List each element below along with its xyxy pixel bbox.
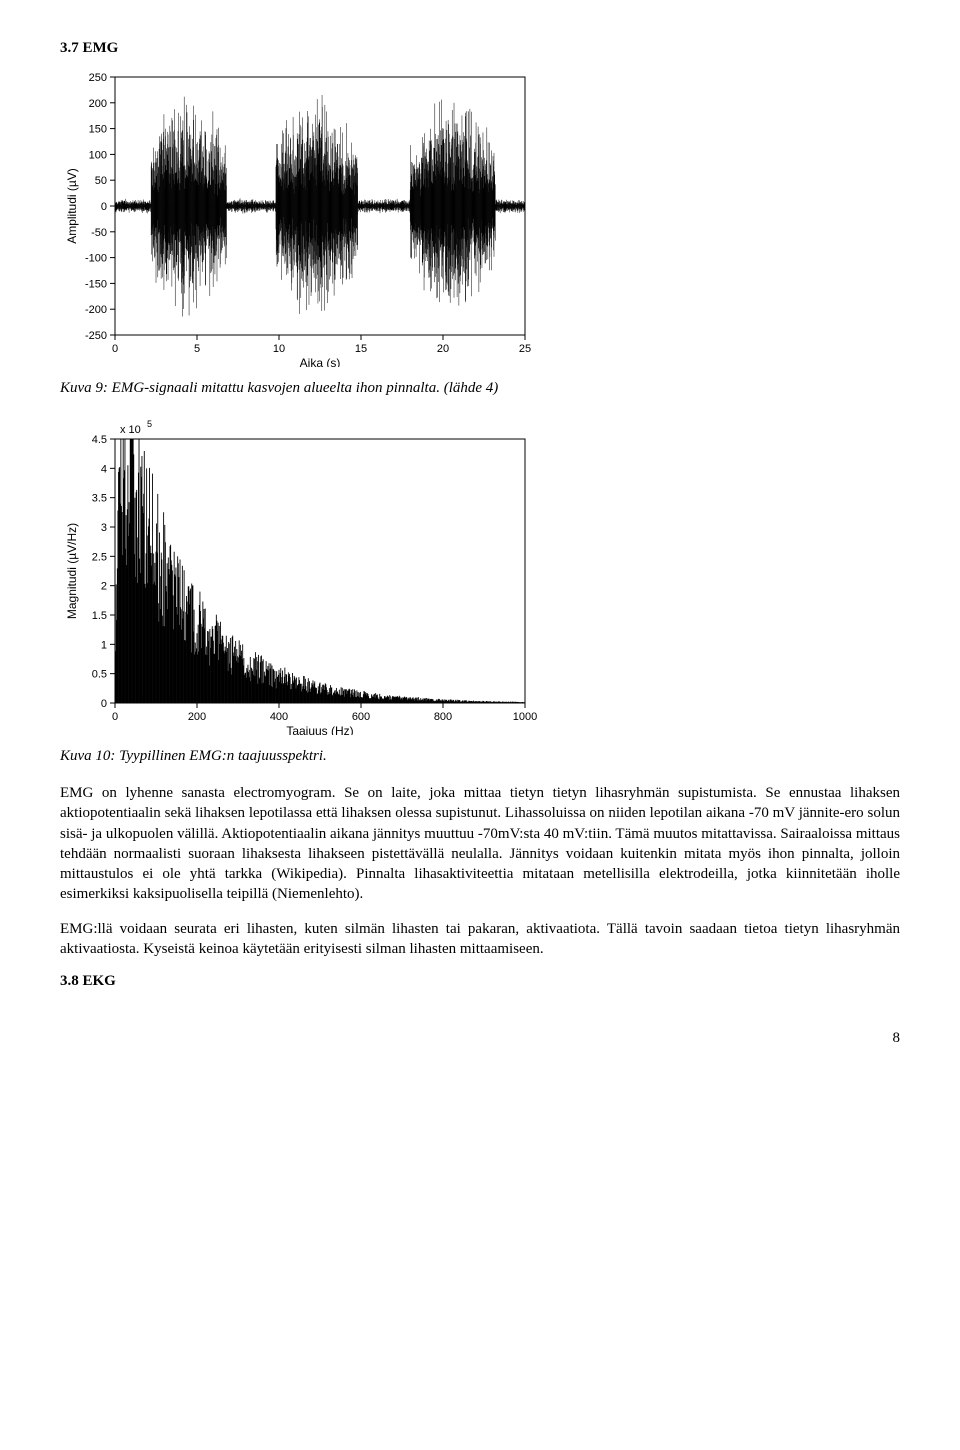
svg-text:1.5: 1.5 (92, 610, 107, 622)
svg-text:Taajuus (Hz): Taajuus (Hz) (286, 724, 353, 735)
svg-text:0: 0 (101, 201, 107, 213)
section-heading-ekg: 3.8 EKG (60, 973, 900, 990)
svg-text:-50: -50 (91, 227, 107, 239)
svg-text:10: 10 (273, 343, 285, 355)
svg-text:400: 400 (270, 711, 288, 723)
svg-text:800: 800 (434, 711, 452, 723)
svg-text:1000: 1000 (513, 711, 537, 723)
section-num: 3.8 (60, 973, 79, 989)
svg-text:200: 200 (89, 98, 107, 110)
emg-signal-chart: -250 -200 -150 -100 -50 0 50 100 150 200 250 0 5 10 15… (60, 67, 900, 372)
svg-text:150: 150 (89, 124, 107, 136)
svg-text:250: 250 (89, 72, 107, 84)
svg-text:2: 2 (101, 581, 107, 593)
svg-text:Amplitudi (µV): Amplitudi (µV) (65, 168, 79, 244)
section-num: 3.7 (60, 40, 79, 56)
svg-text:2.5: 2.5 (92, 551, 107, 563)
svg-text:-200: -200 (85, 304, 107, 316)
page-number: 8 (60, 1030, 900, 1047)
figure-caption-10: Kuva 10: Tyypillinen EMG:n taajuusspektr… (60, 748, 900, 765)
svg-text:5: 5 (194, 343, 200, 355)
svg-text:25: 25 (519, 343, 531, 355)
svg-text:3.5: 3.5 (92, 493, 107, 505)
svg-text:20: 20 (437, 343, 449, 355)
svg-text:600: 600 (352, 711, 370, 723)
svg-text:50: 50 (95, 175, 107, 187)
paragraph-2: EMG:llä voidaan seurata eri lihasten, ku… (60, 919, 900, 960)
svg-text:Aika (s): Aika (s) (300, 356, 341, 367)
emg-spectrum-chart: 0 0.5 1 1.5 2 2.5 3 3.5 4 4.5 0 200 400 600 800 1000 Taa… (60, 415, 900, 740)
section-heading-emg: 3.7 EMG (60, 40, 900, 57)
section-title: EKG (83, 973, 116, 989)
svg-text:0: 0 (101, 698, 107, 710)
svg-text:4: 4 (101, 463, 107, 475)
svg-text:100: 100 (89, 149, 107, 161)
svg-text:1: 1 (101, 639, 107, 651)
section-title: EMG (83, 40, 119, 56)
svg-text:-250: -250 (85, 330, 107, 342)
svg-text:200: 200 (188, 711, 206, 723)
svg-text:4.5: 4.5 (92, 434, 107, 446)
svg-text:0.5: 0.5 (92, 669, 107, 681)
svg-text:-150: -150 (85, 278, 107, 290)
svg-text:-100: -100 (85, 253, 107, 265)
svg-text:x 10: x 10 (120, 424, 141, 436)
svg-text:15: 15 (355, 343, 367, 355)
paragraph-1: EMG on lyhenne sanasta electromyogram. S… (60, 783, 900, 905)
figure-caption-9: Kuva 9: EMG-signaali mitattu kasvojen al… (60, 380, 900, 397)
svg-text:0: 0 (112, 711, 118, 723)
svg-text:5: 5 (147, 419, 152, 429)
svg-text:0: 0 (112, 343, 118, 355)
svg-text:3: 3 (101, 522, 107, 534)
svg-text:Magnitudi (µV/Hz): Magnitudi (µV/Hz) (65, 523, 79, 619)
